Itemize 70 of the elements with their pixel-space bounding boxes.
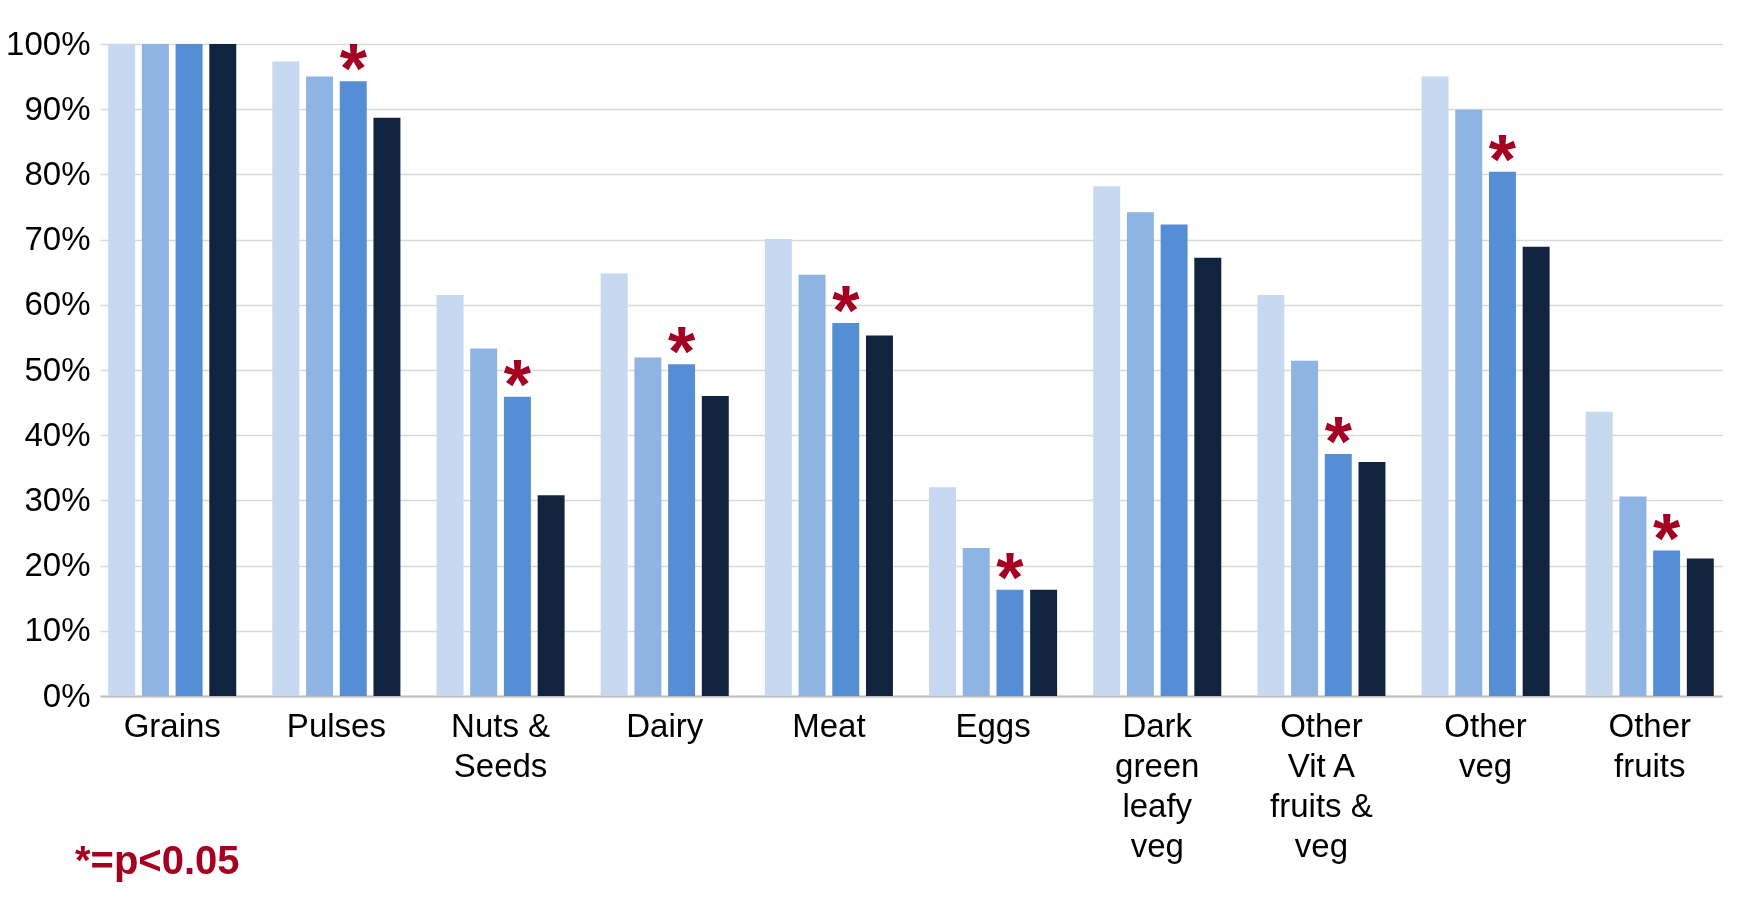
- bar: [668, 364, 696, 696]
- bar: [1585, 411, 1613, 696]
- y-tick-label: 30%: [24, 480, 91, 518]
- bar: [996, 589, 1024, 696]
- bar: [798, 274, 826, 696]
- x-tick-label: Other Vit A fruits & veg: [1270, 706, 1373, 864]
- bar: [1358, 461, 1386, 696]
- bar: [962, 548, 990, 696]
- y-tick-label: 0%: [42, 676, 91, 714]
- annotation: *: [667, 313, 696, 392]
- bar: [537, 495, 565, 696]
- y-tick-label: 20%: [24, 546, 91, 584]
- bar: [1291, 360, 1319, 696]
- bar: [1030, 589, 1058, 696]
- bar: [503, 396, 531, 696]
- bar: [1488, 171, 1516, 696]
- bar: [108, 44, 136, 696]
- annotation: *: [339, 30, 368, 109]
- bar: [1686, 558, 1714, 696]
- bar: [600, 273, 628, 696]
- annotation: *: [1324, 403, 1353, 482]
- y-tick-label: 70%: [24, 220, 91, 258]
- annotation: *: [503, 345, 532, 424]
- bar: [141, 44, 169, 696]
- bar: [1455, 109, 1483, 696]
- x-tick-label: Dark green leafy veg: [1115, 706, 1200, 864]
- y-tick-label: 90%: [24, 89, 91, 127]
- y-tick-label: 60%: [24, 285, 91, 323]
- bar: [764, 238, 792, 696]
- bar: [1194, 257, 1222, 696]
- bar: [1093, 186, 1121, 696]
- text: *=p<0.05: [75, 838, 240, 883]
- bar: [1653, 550, 1681, 696]
- bar: [1160, 224, 1188, 696]
- x-tick-label: Eggs: [955, 706, 1031, 744]
- bar: [865, 335, 893, 696]
- x-tick-label: Pulses: [286, 706, 386, 744]
- bar: [306, 76, 334, 696]
- x-tick-label: Other fruits: [1608, 706, 1692, 784]
- bar: [634, 357, 662, 696]
- y-tick-label: 100%: [6, 24, 91, 62]
- annotation: *: [1652, 499, 1681, 578]
- bar: [1257, 295, 1285, 696]
- bar: [272, 61, 300, 696]
- bar: [436, 295, 464, 696]
- x-tick-label: Dairy: [626, 706, 704, 744]
- x-tick-label: Nuts & Seeds: [451, 706, 551, 784]
- y-tick-label: 10%: [24, 611, 91, 649]
- annotation: *: [1488, 120, 1517, 199]
- bar: [929, 487, 957, 696]
- bar: [373, 117, 401, 696]
- bar: [1619, 496, 1647, 696]
- y-tick-label: 50%: [24, 350, 91, 388]
- bar: [1324, 454, 1352, 696]
- annotation: *: [832, 272, 861, 351]
- bar: [470, 348, 498, 696]
- bar: [339, 81, 367, 696]
- bar: [1421, 76, 1449, 696]
- y-tick-label: 80%: [24, 154, 91, 192]
- x-tick-label: Other veg: [1444, 706, 1527, 784]
- annotation: *: [996, 538, 1025, 617]
- x-tick-label: Grains: [123, 706, 221, 744]
- bar: [1126, 212, 1154, 696]
- bar: [701, 396, 729, 696]
- bar: [832, 323, 860, 696]
- bar: [209, 44, 237, 696]
- y-tick-label: 40%: [24, 415, 91, 453]
- bar: [1522, 246, 1550, 696]
- bar: [175, 44, 203, 696]
- x-tick-label: Meat: [792, 706, 866, 744]
